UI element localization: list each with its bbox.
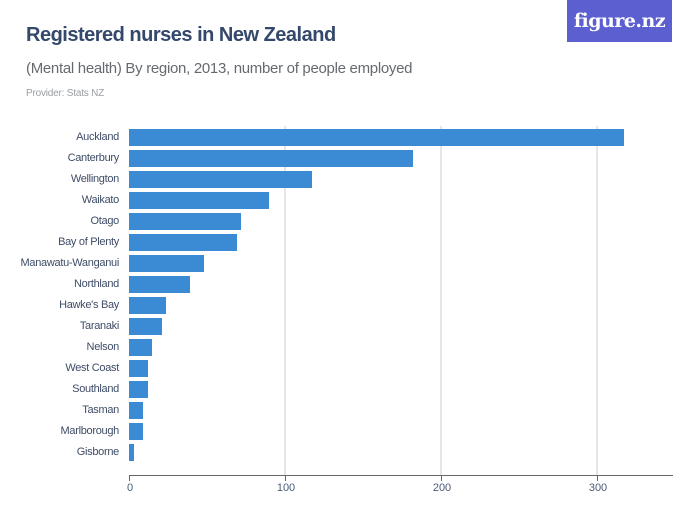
x-axis-tick-label: 0 — [126, 482, 134, 494]
x-axis-tick — [597, 475, 598, 481]
category-label: Gisborne — [76, 446, 120, 458]
category-label: Hawke's Bay — [59, 299, 119, 311]
category-label: Northland — [74, 278, 119, 290]
x-axis-tick-label: 100 — [276, 482, 296, 494]
bar-nelson[interactable] — [129, 339, 153, 356]
bar-canterbury[interactable] — [129, 150, 413, 167]
bar-west-coast[interactable] — [129, 360, 148, 377]
figure-nz-logo[interactable]: figure.nz — [567, 0, 672, 42]
x-axis-line — [129, 475, 673, 476]
bar-gisborne[interactable] — [129, 444, 134, 461]
category-label: Bay of Plenty — [58, 236, 119, 248]
bar-otago[interactable] — [129, 213, 242, 230]
category-label: Taranaki — [79, 320, 119, 332]
bar-tasman[interactable] — [129, 402, 144, 419]
category-label: Manawatu-Wanganui — [20, 257, 120, 269]
page-title: Registered nurses in New Zealand — [26, 24, 336, 46]
category-label: Tasman — [82, 404, 119, 416]
category-label: Southland — [72, 383, 119, 395]
x-axis-tick — [129, 475, 130, 481]
bar-southland[interactable] — [129, 381, 148, 398]
chart-subtitle: (Mental health) By region, 2013, number … — [26, 60, 413, 77]
category-label: Marlborough — [60, 425, 120, 437]
bar-manawatu-wanganui[interactable] — [129, 255, 204, 272]
category-label: Nelson — [86, 341, 120, 353]
bar-wellington[interactable] — [129, 171, 312, 188]
bar-bay-of-plenty[interactable] — [129, 234, 237, 251]
category-label: Waikato — [81, 194, 120, 206]
x-axis-tick-label: 200 — [432, 482, 452, 494]
gridline — [440, 126, 442, 476]
x-axis-tick — [441, 475, 442, 481]
bar-northland[interactable] — [129, 276, 190, 293]
category-label: Otago — [90, 215, 120, 227]
x-axis-tick — [285, 475, 286, 481]
gridline — [596, 126, 598, 476]
bar-waikato[interactable] — [129, 192, 270, 209]
provider-text: Provider: Stats NZ — [26, 88, 105, 99]
category-label: Auckland — [76, 131, 119, 143]
gridline — [284, 126, 286, 476]
bar-taranaki[interactable] — [129, 318, 162, 335]
category-label: Canterbury — [67, 152, 120, 164]
bar-marlborough[interactable] — [129, 423, 144, 440]
bar-hawke-s-bay[interactable] — [129, 297, 167, 314]
category-label: West Coast — [65, 362, 119, 374]
category-label: Wellington — [70, 173, 119, 185]
x-axis-tick-label: 300 — [588, 482, 608, 494]
bar-auckland[interactable] — [129, 129, 624, 146]
